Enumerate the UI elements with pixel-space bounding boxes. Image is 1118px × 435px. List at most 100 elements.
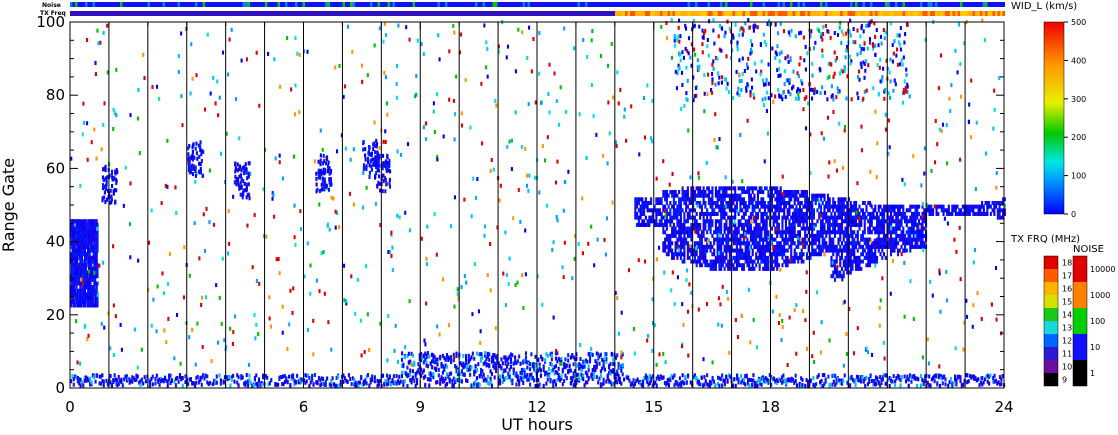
ground-scatter-point: [851, 377, 854, 382]
main-patch-point: [879, 237, 882, 242]
main-patch-point: [858, 263, 861, 268]
main-patch-point: [814, 200, 817, 205]
main-patch-point: [741, 252, 744, 257]
main-patch-point: [702, 248, 705, 253]
main-patch-point: [683, 244, 686, 249]
main-patch-point: [746, 219, 749, 224]
main-patch-point: [742, 222, 745, 227]
ground-scatter-point: [820, 383, 823, 388]
ground-scatter-point: [597, 352, 600, 357]
main-patch-point: [986, 200, 989, 205]
main-patch-point: [879, 226, 882, 231]
ground-scatter-point: [854, 382, 857, 388]
main-patch-point: [863, 226, 866, 231]
main-patch-point: [693, 197, 696, 202]
txfreq-strip-cell: [295, 11, 298, 16]
main-patch-point: [907, 226, 910, 231]
ground-scatter-point: [109, 380, 112, 385]
main-patch-point: [678, 197, 681, 202]
txfreq-strip-cell: [455, 11, 458, 16]
main-patch-point: [875, 255, 879, 260]
ground-scatter-point: [583, 360, 586, 365]
noise-strip-cell: [782, 2, 785, 7]
main-patch-point: [849, 263, 852, 268]
main-patch-point: [935, 204, 938, 209]
ground-scatter-point: [99, 381, 103, 386]
main-patch-point: [697, 244, 700, 249]
main-patch-point: [772, 204, 775, 209]
main-patch-point: [853, 230, 856, 235]
early-patch-point: [89, 222, 92, 227]
main-patch-point: [910, 219, 914, 224]
main-patch-point: [735, 200, 738, 205]
ground-scatter-point: [868, 379, 871, 384]
ground-scatter-point: [287, 374, 291, 379]
main-patch-point: [779, 200, 782, 205]
main-patch-point: [634, 208, 637, 213]
main-patch-point: [830, 230, 833, 235]
main-patch-point: [900, 215, 903, 220]
main-patch-point: [662, 222, 665, 227]
main-patch-point: [826, 200, 830, 205]
main-patch-point: [867, 226, 870, 231]
main-patch-point: [725, 200, 728, 205]
main-patch-point: [981, 211, 984, 216]
main-patch-point: [674, 208, 677, 213]
main-patch-point: [693, 219, 696, 224]
ground-scatter-point: [494, 368, 498, 373]
ground-scatter-point: [481, 355, 484, 360]
main-patch-point: [804, 215, 807, 220]
main-patch-point: [907, 208, 910, 213]
ground-scatter-point: [308, 375, 311, 380]
ground-scatter-point: [567, 370, 570, 375]
txfreq-strip-cell: [602, 11, 605, 16]
main-patch-point: [727, 215, 730, 220]
ground-scatter-point: [522, 360, 525, 365]
main-patch-point: [770, 208, 773, 213]
main-patch-point: [826, 208, 830, 213]
main-patch-point: [718, 266, 721, 271]
ground-scatter-point: [225, 375, 228, 380]
ground-scatter-point: [484, 353, 487, 358]
main-patch-point: [821, 215, 824, 220]
main-patch-point: [693, 193, 696, 198]
ground-scatter-point: [424, 358, 427, 363]
main-patch-point: [797, 259, 800, 264]
main-patch-point: [690, 186, 693, 191]
main-patch-point: [837, 241, 840, 246]
main-patch-point: [823, 226, 826, 231]
main-patch-point: [676, 211, 679, 216]
ground-scatter-point: [588, 356, 592, 361]
main-patch-point: [988, 200, 991, 205]
main-patch-point: [870, 204, 873, 209]
noise-strip-cell: [585, 2, 588, 7]
main-patch-point: [776, 189, 779, 195]
noise-strip-cell: [940, 2, 943, 7]
ground-scatter-point: [753, 383, 756, 388]
early-patch-point: [94, 274, 98, 279]
main-patch-point: [758, 263, 761, 268]
ground-scatter-point: [587, 376, 590, 381]
main-patch-point: [700, 237, 703, 242]
main-patch-point: [749, 222, 752, 227]
ground-scatter-point: [452, 383, 455, 388]
txfreq-strip-cell: [272, 11, 275, 16]
main-patch-point: [818, 233, 821, 238]
txfreq-strip-cell: [482, 11, 485, 16]
ground-scatter-point: [593, 371, 596, 376]
main-patch-point: [790, 226, 793, 231]
main-patch-point: [755, 211, 758, 216]
noise-strip-cell: [347, 2, 350, 7]
main-patch-point: [676, 193, 679, 198]
noise-strip-cell: [100, 2, 103, 7]
noise-strip-cell: [245, 2, 248, 7]
ground-scatter-point: [501, 361, 504, 366]
main-patch-point: [798, 219, 802, 224]
early-patch-point: [84, 285, 87, 290]
ground-scatter-point: [479, 358, 483, 363]
ground-scatter-point: [612, 361, 615, 366]
ground-scatter-point: [228, 374, 231, 379]
main-patch-point: [910, 237, 914, 242]
main-patch-point: [898, 211, 901, 216]
ground-scatter-point: [482, 361, 485, 366]
